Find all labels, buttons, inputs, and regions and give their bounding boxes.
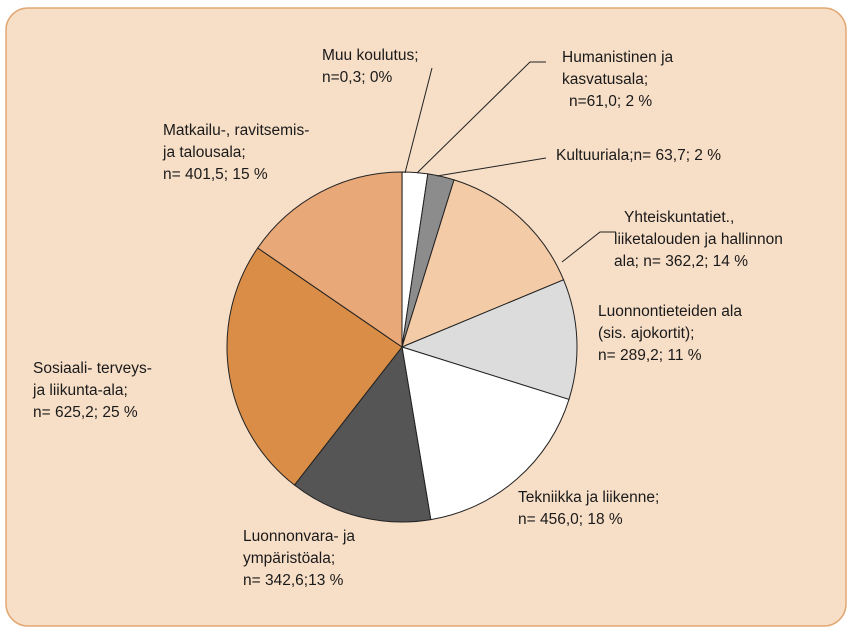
slice-label: Kultuuriala;n= 63,7; 2 % <box>556 147 721 164</box>
slice-label: n= 342,6;13 % <box>243 572 344 589</box>
slice-label: Humanistinen ja <box>562 49 674 66</box>
slice-label: n=61,0; 2 % <box>569 93 652 110</box>
pie <box>227 172 577 522</box>
slice-label: Muu koulutus; <box>322 47 419 64</box>
slice-label: n= 625,2; 25 % <box>33 404 138 421</box>
slice-label: (sis. ajokortit); <box>598 325 694 342</box>
slice-label: Luonnonvara- ja <box>243 528 355 545</box>
slice-label: ja liikunta-ala; <box>32 382 128 399</box>
slice-label: ja talousala; <box>162 144 246 161</box>
slice-label: kasvatusala; <box>562 71 648 88</box>
slice-label: n= 289,2; 11 % <box>598 347 702 364</box>
slice-label: n= 401,5; 15 % <box>163 166 268 183</box>
slice-label: Matkailu-, ravitsemis- <box>163 122 309 139</box>
slice-label: n=0,3; 0% <box>322 69 392 86</box>
slice-label: Yhteiskuntatiet., <box>624 209 734 226</box>
slice-label: ala; n= 362,2; 14 % <box>614 253 748 270</box>
slice-label: liiketalouden ja hallinnon <box>614 231 783 248</box>
slice-label: n= 456,0; 18 % <box>518 511 623 528</box>
slice-label: Tekniikka ja liikenne; <box>518 489 659 506</box>
slice-label: Luonnontieteiden ala <box>598 303 742 320</box>
slice-label: ympäristöala; <box>243 550 335 567</box>
slice-label: Sosiaali- terveys- <box>33 360 152 377</box>
